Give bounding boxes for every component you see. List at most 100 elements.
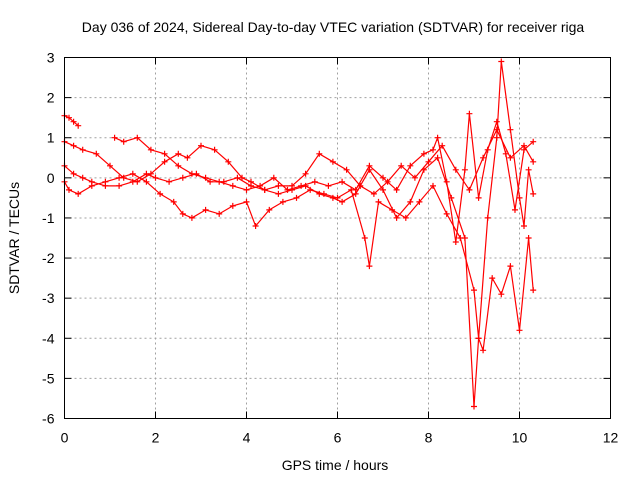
y-tick-label: -1 xyxy=(42,210,55,226)
data-point xyxy=(79,146,86,153)
data-point xyxy=(175,162,182,169)
data-point xyxy=(493,118,500,125)
data-point xyxy=(530,287,537,294)
data-point xyxy=(484,214,491,221)
data-point xyxy=(161,150,168,157)
data-point xyxy=(366,162,373,169)
data-point xyxy=(375,198,382,205)
data-point xyxy=(452,239,459,245)
x-tick-label: 8 xyxy=(425,430,433,446)
data-point xyxy=(425,158,432,165)
data-point xyxy=(93,150,100,157)
data-point xyxy=(370,190,377,197)
series-line xyxy=(64,61,534,407)
x-tick-label: 12 xyxy=(603,430,619,446)
data-point xyxy=(216,178,223,185)
data-point xyxy=(298,182,305,189)
data-point xyxy=(420,166,427,173)
chart-title: Day 036 of 2024, Sidereal Day-to-day VTE… xyxy=(82,19,585,35)
data-point xyxy=(147,146,154,153)
y-tick-label: -5 xyxy=(42,370,55,386)
data-point xyxy=(361,235,368,241)
data-point xyxy=(216,210,223,217)
series-layer xyxy=(61,58,537,410)
data-point xyxy=(107,162,113,169)
data-point xyxy=(66,114,72,121)
data-point xyxy=(229,182,236,189)
data-point xyxy=(498,291,505,298)
data-point xyxy=(70,170,77,177)
data-point xyxy=(471,287,477,294)
data-point xyxy=(293,194,300,201)
data-point xyxy=(339,178,346,185)
data-point xyxy=(402,214,409,221)
series-track-3 xyxy=(61,58,537,410)
data-point xyxy=(480,154,487,161)
data-point xyxy=(393,214,400,221)
data-point xyxy=(88,178,95,185)
data-point xyxy=(202,206,209,213)
data-point xyxy=(157,190,164,197)
data-point xyxy=(270,174,277,181)
data-point xyxy=(521,146,527,153)
data-point xyxy=(525,235,532,241)
y-tick-label: 2 xyxy=(47,90,55,106)
data-point xyxy=(311,178,318,185)
data-point xyxy=(530,190,537,197)
data-point xyxy=(252,223,259,229)
data-point xyxy=(111,134,118,141)
y-tick-label: -3 xyxy=(42,290,55,306)
data-point xyxy=(493,134,500,141)
data-point xyxy=(471,403,477,410)
data-point xyxy=(507,263,514,270)
data-point xyxy=(352,186,359,193)
data-point xyxy=(134,134,141,141)
data-point xyxy=(461,166,468,173)
data-point xyxy=(366,263,373,270)
data-point xyxy=(70,118,77,125)
data-point xyxy=(284,186,291,193)
data-point xyxy=(466,110,473,117)
data-point xyxy=(443,178,450,185)
data-point xyxy=(407,198,414,205)
data-point xyxy=(434,134,441,141)
data-point xyxy=(325,182,332,189)
data-point xyxy=(102,182,109,189)
data-point xyxy=(516,194,523,201)
data-point xyxy=(175,150,182,157)
data-point xyxy=(120,138,127,145)
data-point xyxy=(502,150,509,157)
data-point xyxy=(207,178,214,185)
data-point xyxy=(416,198,423,205)
data-point xyxy=(439,142,446,149)
data-point xyxy=(161,158,168,165)
data-point xyxy=(188,214,195,221)
x-tick-label: 4 xyxy=(243,430,251,446)
data-point xyxy=(343,166,350,173)
data-point xyxy=(480,347,487,354)
x-tick-label: 6 xyxy=(334,430,342,446)
series-line xyxy=(63,173,534,351)
data-point xyxy=(420,150,427,157)
data-point xyxy=(461,235,468,241)
data-point xyxy=(530,158,537,165)
x-tick-label: 2 xyxy=(152,430,160,446)
data-point xyxy=(275,182,282,189)
data-point xyxy=(188,170,195,177)
y-tick-labels: -6 -5 -4 -3 -2 -1 0 1 2 3 xyxy=(42,50,55,427)
data-point xyxy=(398,162,405,169)
data-point xyxy=(179,210,186,217)
data-point xyxy=(75,122,82,129)
data-point xyxy=(70,142,77,149)
data-point xyxy=(143,178,150,185)
data-point xyxy=(484,146,491,153)
x-tick-labels: 0 2 4 6 8 10 12 xyxy=(61,430,619,446)
data-point xyxy=(302,170,309,177)
data-point xyxy=(407,162,414,169)
data-point xyxy=(443,210,450,217)
data-point xyxy=(225,158,232,165)
data-point xyxy=(316,190,323,197)
x-tick-label: 0 xyxy=(61,430,69,446)
data-point xyxy=(116,174,123,181)
y-axis-title: SDTVAR / TECUs xyxy=(6,182,22,294)
